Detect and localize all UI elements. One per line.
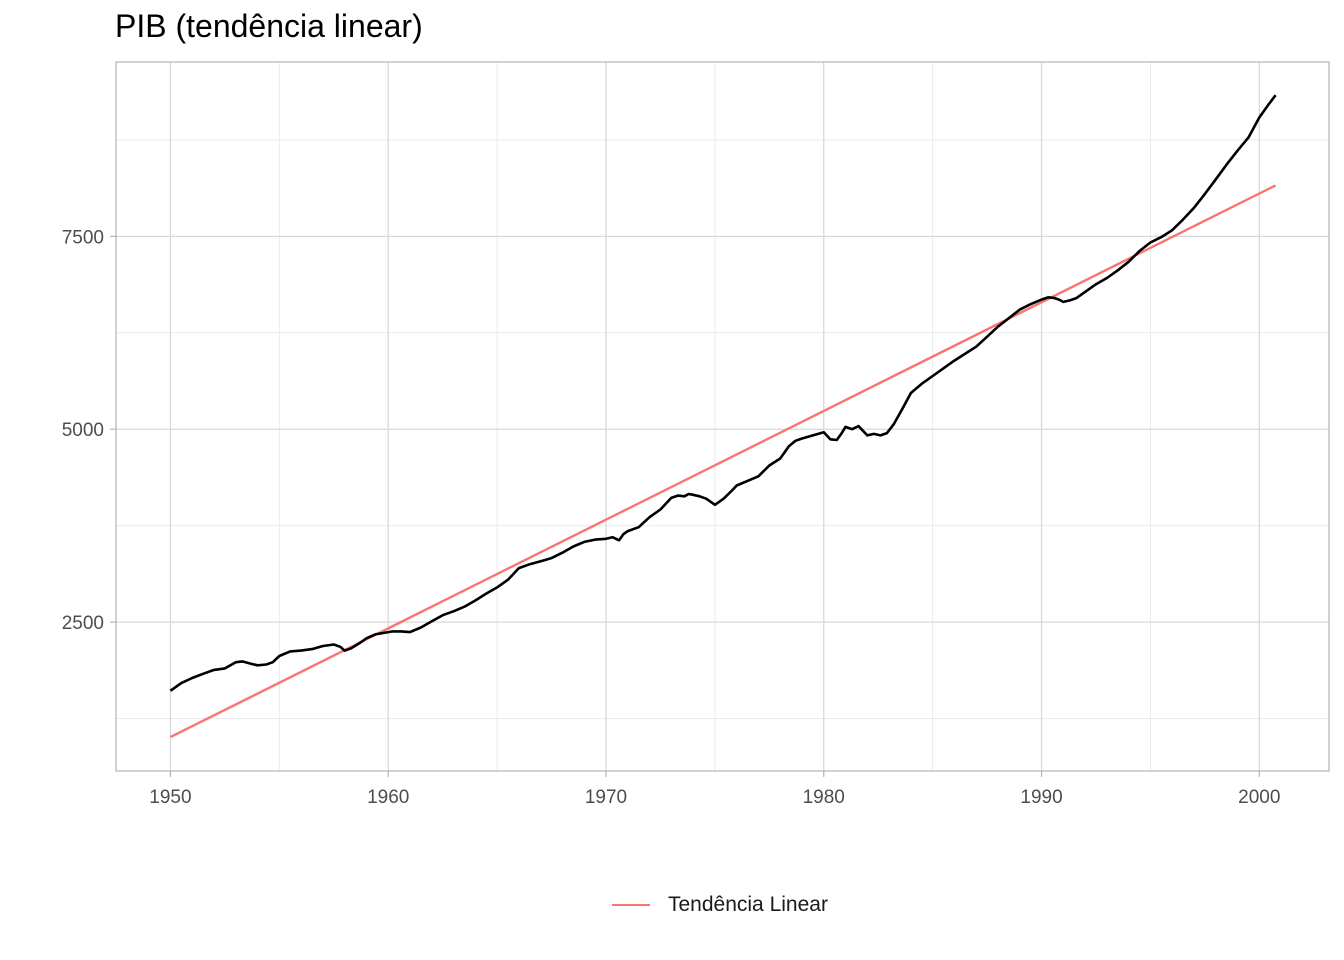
x-tick-label: 1950 <box>149 787 191 808</box>
legend-key-trend <box>612 904 650 906</box>
legend-label-trend: Tendência Linear <box>668 893 828 916</box>
plot-area: 1950 1960 1970 1980 1990 2000 2500 5000 7500 <box>62 61 1330 808</box>
series-layer <box>169 94 1277 739</box>
chart-title: PIB (tendência linear) <box>115 8 423 44</box>
x-tick-label: 1990 <box>1020 787 1062 808</box>
x-axis-ticks: 1950 1960 1970 1980 1990 2000 <box>149 771 1280 808</box>
x-tick-label: 1980 <box>803 787 845 808</box>
trend-series-line <box>169 184 1277 739</box>
y-tick-label: 5000 <box>62 420 104 441</box>
major-gridlines <box>116 62 1329 771</box>
x-tick-label: 2000 <box>1238 787 1280 808</box>
x-tick-label: 1960 <box>367 787 409 808</box>
y-tick-label: 7500 <box>62 227 104 248</box>
x-tick-label: 1970 <box>585 787 627 808</box>
panel-border <box>115 61 1330 772</box>
gdp-series-line <box>169 94 1277 692</box>
y-tick-label: 2500 <box>62 613 104 634</box>
minor-gridlines <box>116 62 1329 771</box>
legend: Tendência Linear <box>612 893 828 917</box>
y-axis-ticks: 2500 5000 7500 <box>62 227 116 634</box>
